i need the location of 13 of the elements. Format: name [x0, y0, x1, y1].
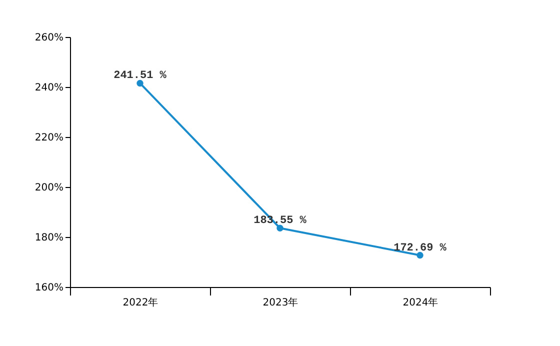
data-label: 172.69 % [394, 242, 447, 254]
y-tick-label: 240% [34, 82, 64, 94]
y-tick-label: 260% [34, 32, 64, 44]
x-tick-label: 2023年 [262, 296, 298, 308]
y-tick-label: 180% [34, 232, 64, 244]
y-tick-label: 160% [34, 282, 64, 294]
y-tick-label: 220% [34, 132, 64, 144]
data-label: 241.51 % [114, 70, 167, 82]
x-tick-label: 2022年 [122, 296, 158, 308]
x-tick-label: 2024年 [402, 296, 438, 308]
point [416, 252, 424, 259]
point [136, 80, 144, 87]
y-tick-label: 200% [34, 182, 64, 194]
